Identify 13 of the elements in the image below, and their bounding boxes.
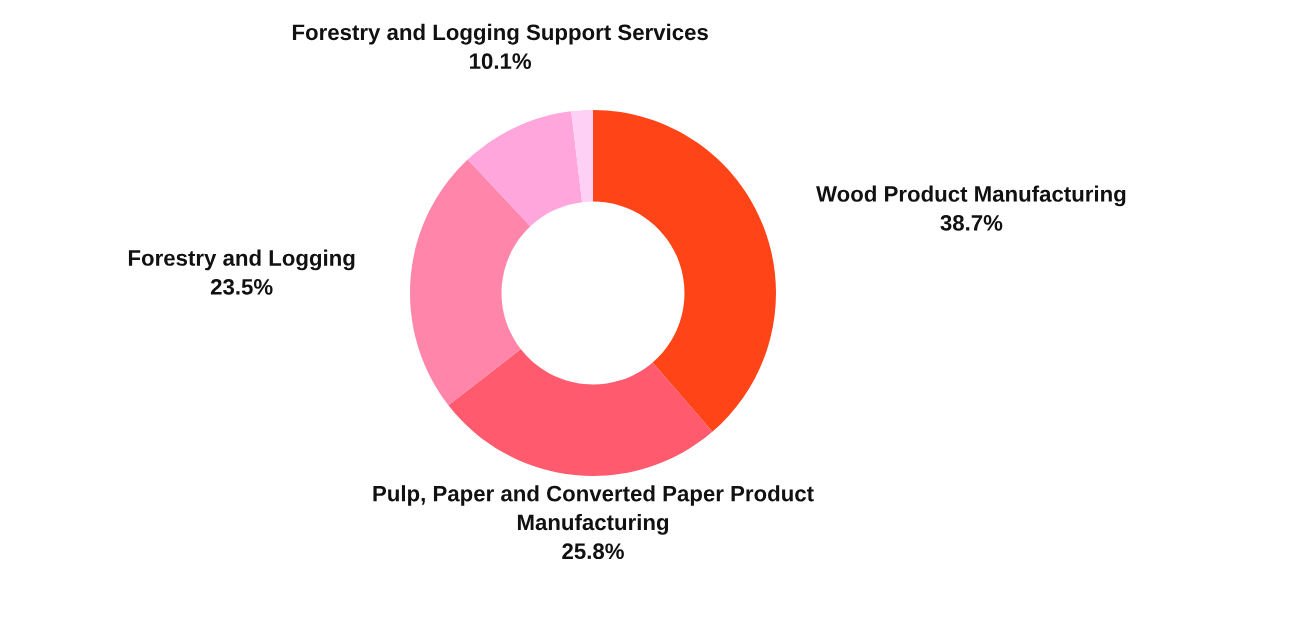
donut-slice xyxy=(448,349,713,476)
slice-label: Forestry and Logging xyxy=(128,249,355,271)
slice-label: Pulp, Paper and Converted Paper Product Manufacturing xyxy=(373,485,814,535)
slice-label: Wood Product Manufacturing xyxy=(816,185,1126,207)
data-label: 25.8% xyxy=(562,543,624,560)
data-label: 23.5% xyxy=(210,279,273,295)
data-label: 10.1% xyxy=(470,53,532,70)
donut-slice xyxy=(571,110,593,203)
donut-slice xyxy=(467,111,583,227)
data-label: 38.7% xyxy=(940,214,1003,231)
donut-slice xyxy=(410,159,531,406)
donut-slice xyxy=(593,110,776,432)
slice-label: Forestry and Logging Support Services xyxy=(292,23,708,45)
